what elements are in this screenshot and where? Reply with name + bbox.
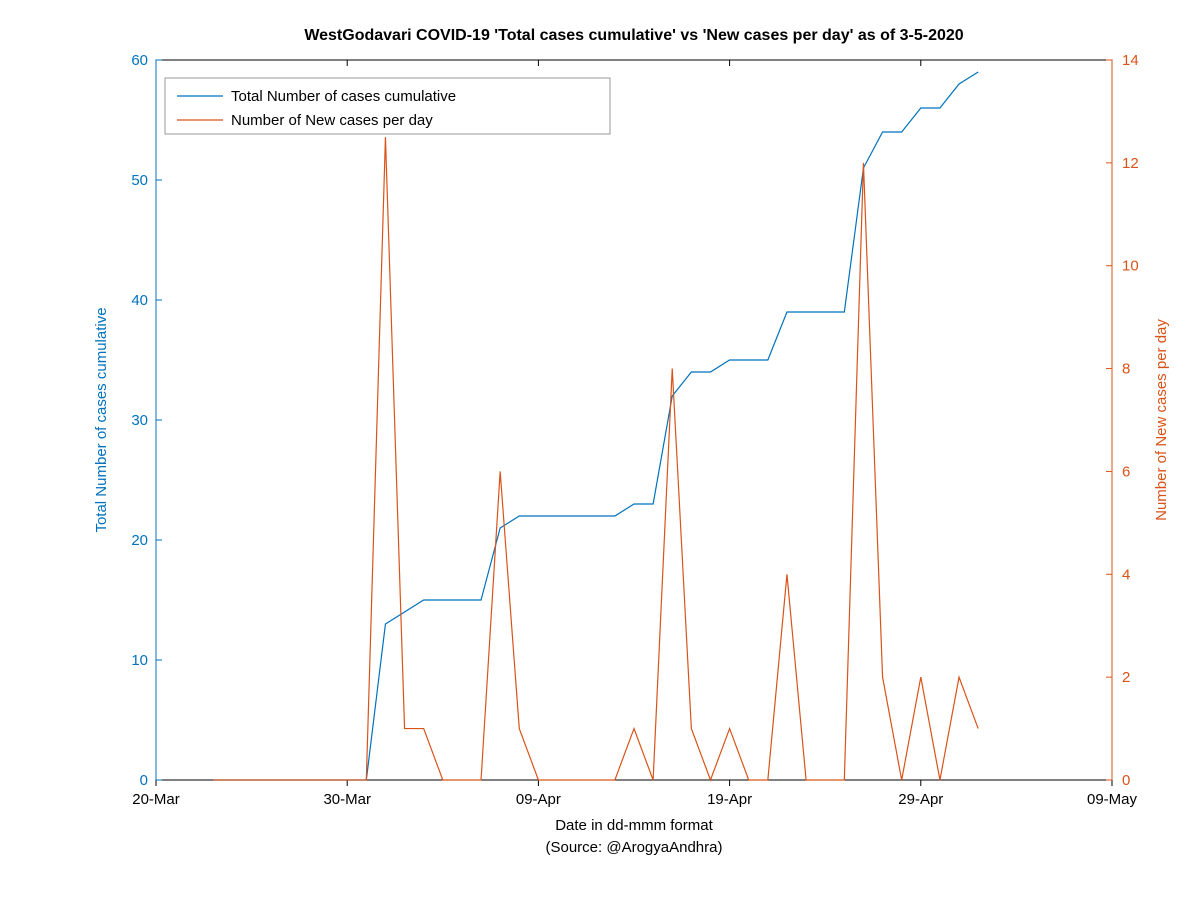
y-right-tick-label: 0 (1122, 772, 1130, 789)
y-left-tick-label: 40 (131, 292, 148, 309)
y-left-axis-label: Total Number of cases cumulative (93, 307, 110, 532)
y-right-axis-label: Number of New cases per day (1153, 319, 1170, 521)
y-left-tick-label: 50 (131, 172, 148, 189)
y-left-tick-label: 30 (131, 412, 148, 429)
chart-title: WestGodavari COVID-19 'Total cases cumul… (304, 27, 963, 44)
x-axis-sublabel: (Source: @ArogyaAndhra) (546, 839, 723, 856)
y-right-tick-label: 6 (1122, 463, 1130, 480)
y-right-tick-label: 12 (1122, 155, 1139, 172)
legend-label: Number of New cases per day (231, 112, 433, 129)
y-right-tick-label: 14 (1122, 52, 1139, 69)
y-right-tick-label: 8 (1122, 361, 1130, 378)
y-right-tick-label: 4 (1122, 566, 1130, 583)
x-tick-label: 30-Mar (323, 791, 371, 808)
legend-label: Total Number of cases cumulative (231, 88, 456, 105)
chart-container: 20-Mar 30-Mar 09-Apr 19-Apr 29-Apr 09-May Date… (0, 0, 1200, 898)
y-left-tick-label: 20 (131, 532, 148, 549)
x-tick-label: 09-Apr (516, 791, 561, 808)
x-tick-label: 19-Apr (707, 791, 752, 808)
chart-svg: 20-Mar 30-Mar 09-Apr 19-Apr 29-Apr 09-May Date… (0, 0, 1200, 898)
x-tick-label: 29-Apr (898, 791, 943, 808)
y-right-tick-label: 10 (1122, 258, 1139, 275)
y-right-tick-label: 2 (1122, 669, 1130, 686)
x-axis-label: Date in dd-mmm format (555, 817, 713, 834)
x-tick-label: 20-Mar (132, 791, 180, 808)
x-tick-label: 09-May (1087, 791, 1138, 808)
y-left-tick-label: 0 (140, 772, 148, 789)
y-left-tick-label: 60 (131, 52, 148, 69)
y-left-tick-label: 10 (131, 652, 148, 669)
